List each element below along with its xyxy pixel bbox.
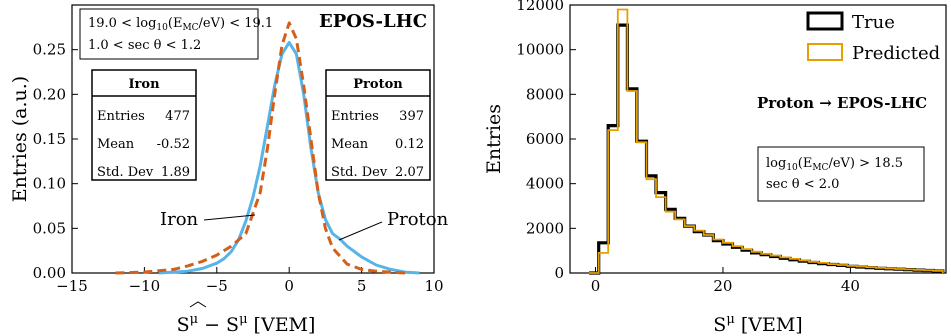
stat-box-row-label: Mean (97, 137, 135, 152)
stat-box-row-value: -0.52 (157, 137, 190, 152)
right-x-ticks: 0 20 40 (591, 267, 860, 295)
annotation-iron: Iron (160, 209, 199, 230)
stat-box-row-label: Std. Dev (97, 165, 154, 180)
right-y-tick-label: 6000 (526, 130, 564, 148)
right-y-tick-label: 10000 (516, 41, 564, 59)
legend-label-predicted: Predicted (852, 43, 940, 64)
left-y-tick-label: 0.15 (33, 130, 66, 148)
left-panel: −15 −10 −5 0 5 10 0.00 0.05 0.10 0.15 0.20 0.25 En… (9, 4, 449, 336)
right-y-ticks: 0 2000 4000 6000 8000 10000 12000 (516, 0, 576, 282)
left-y-axis-label: Entries (a.u.) (9, 76, 31, 202)
right-y-axis-label: Entries (483, 104, 505, 174)
right-annotation: Proton → EPOS-LHC (757, 94, 927, 112)
series-line-proton (158, 41, 420, 275)
right-series (589, 8, 945, 275)
annotation-iron-arrow (203, 214, 256, 221)
left-x-tick-label: −10 (129, 277, 161, 295)
right-legend: True Predicted (806, 11, 940, 64)
left-x-tick-label: −15 (56, 277, 88, 295)
left-y-tick-label: 0.20 (33, 85, 66, 103)
left-cut-line-2: 1.0 < sec θ < 1.2 (88, 38, 201, 53)
stat-box-row-value: 1.89 (161, 165, 190, 180)
stat-box-frame (325, 69, 431, 181)
left-y-tick-label: 0.00 (33, 264, 66, 282)
stat-box-frame (91, 69, 197, 181)
legend-swatch-true (806, 11, 844, 31)
series-line-iron (115, 21, 406, 275)
left-y-tick-label: 0.05 (33, 219, 66, 237)
legend-swatch-predicted (807, 43, 843, 61)
stat-box-title: Iron (128, 77, 160, 92)
right-cut-line-2: sec θ < 2.0 (766, 177, 839, 192)
left-x-ticks: −15 −10 −5 0 5 10 (56, 267, 444, 295)
stat-box-row-value: 2.07 (395, 165, 424, 180)
left-cut-box (79, 8, 259, 60)
left-x-tick-label: 0 (284, 277, 294, 295)
right-x-tick-label: 20 (713, 277, 732, 295)
stat-box-row-value: 477 (165, 109, 190, 124)
left-x-tick-label: −5 (206, 277, 228, 295)
right-x-axis-label: Sμ [VEM] (713, 312, 802, 336)
right-x-tick-label: 40 (841, 277, 860, 295)
legend-label-true: True (852, 12, 895, 33)
left-series (115, 21, 420, 275)
right-panel: 0 20 40 0 2000 4000 6000 8000 10000 12000 Entrie… (483, 0, 947, 336)
left-x-axis-label: Sμ − Sμ [VEM] (177, 312, 316, 336)
left-y-tick-label: 0.10 (33, 175, 66, 193)
histogram-predicted (589, 8, 944, 274)
left-model-label: EPOS-LHC (319, 11, 427, 32)
right-y-tick-label: 2000 (526, 219, 564, 237)
stat-box-row-label: Std. Dev (331, 165, 388, 180)
stat-box-proton: Proton Entries 397 Mean 0.12 Std. Dev 2.07 (325, 69, 431, 181)
left-x-tick-label: 10 (424, 277, 443, 295)
stat-box-row-label: Entries (97, 109, 145, 124)
right-cut-box (757, 146, 925, 202)
right-y-tick-label: 4000 (526, 175, 564, 193)
stat-box-row-label: Entries (331, 109, 379, 124)
right-x-tick-label: 0 (591, 277, 601, 295)
right-y-tick-label: 12000 (516, 0, 564, 14)
stat-box-row-value: 397 (399, 109, 424, 124)
left-x-tick-label: 5 (357, 277, 367, 295)
left-y-ticks: 0.00 0.05 0.10 0.15 0.20 0.25 (33, 41, 78, 282)
left-x-label-hat (189, 301, 207, 308)
annotation-proton: Proton (387, 209, 449, 230)
stat-box-title: Proton (353, 77, 403, 92)
right-y-tick-label: 0 (554, 264, 564, 282)
left-cut-line-1: 19.0 < log10(EMC/eV) < 19.1 (88, 16, 273, 33)
stat-box-row-value: 0.12 (395, 137, 424, 152)
annotation-proton-arrow (338, 221, 383, 241)
left-y-tick-label: 0.25 (33, 41, 66, 59)
right-y-tick-label: 8000 (526, 85, 564, 103)
stat-box-row-label: Mean (331, 137, 369, 152)
right-cut-line-1: log10(EMC/eV) > 18.5 (766, 156, 903, 173)
